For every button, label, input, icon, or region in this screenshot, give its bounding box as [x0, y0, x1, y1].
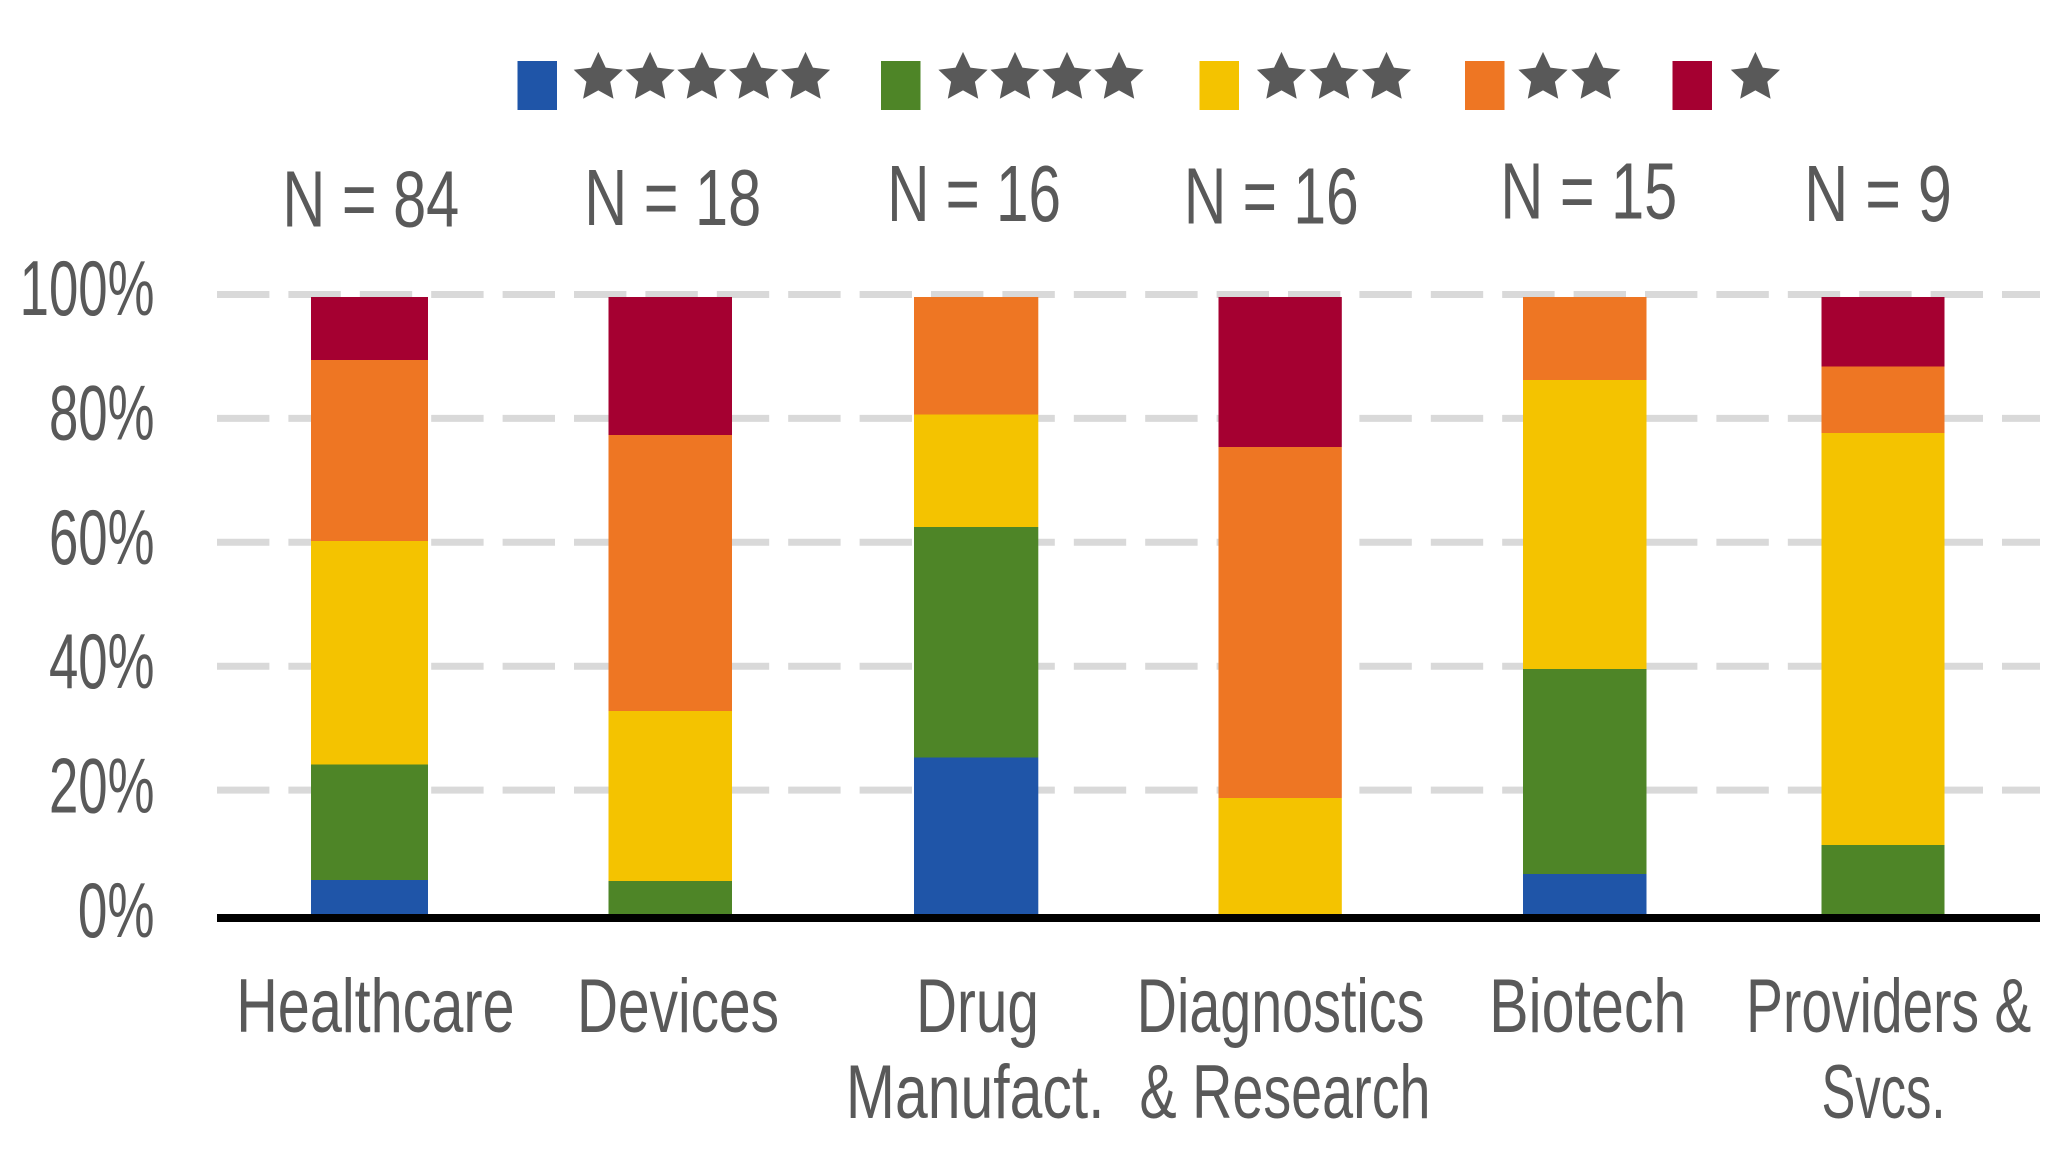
svg-text:80%: 80%: [49, 370, 155, 457]
svg-text:40%: 40%: [49, 619, 155, 706]
svg-text:N = 16: N = 16: [887, 149, 1061, 238]
svg-text:Manufact.: Manufact.: [846, 1050, 1105, 1135]
svg-text:N = 15: N = 15: [1500, 146, 1677, 236]
svg-text:N = 18: N = 18: [584, 152, 761, 242]
svg-text:20%: 20%: [49, 743, 155, 830]
svg-text:N = 9: N = 9: [1804, 150, 1952, 239]
svg-text:60%: 60%: [49, 495, 155, 582]
svg-text:& Research: & Research: [1139, 1051, 1430, 1135]
svg-text:100%: 100%: [20, 246, 155, 333]
svg-text:Devices: Devices: [577, 964, 779, 1049]
svg-text:0%: 0%: [78, 868, 155, 955]
svg-text:Healthcare: Healthcare: [236, 964, 514, 1049]
svg-text:N = 16: N = 16: [1184, 151, 1359, 241]
svg-text:Diagnostics: Diagnostics: [1137, 965, 1425, 1049]
svg-text:N = 84: N = 84: [282, 154, 459, 244]
svg-text:Providers &: Providers &: [1746, 964, 2031, 1049]
svg-text:Biotech: Biotech: [1489, 964, 1686, 1049]
svg-text:Drug: Drug: [916, 964, 1039, 1049]
svg-text:Svcs.: Svcs.: [1821, 1050, 1945, 1135]
